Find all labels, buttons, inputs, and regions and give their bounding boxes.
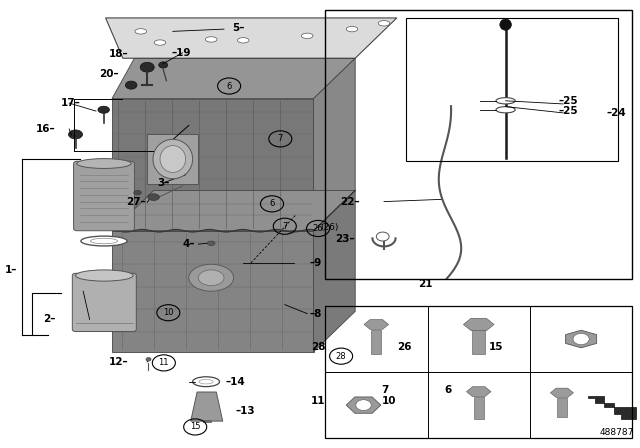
- Text: –14: –14: [225, 377, 245, 387]
- Polygon shape: [112, 58, 355, 99]
- Text: –24: –24: [607, 108, 627, 118]
- Ellipse shape: [160, 146, 186, 172]
- Text: 11: 11: [159, 358, 169, 367]
- Text: 6: 6: [269, 199, 275, 208]
- Bar: [557, 398, 567, 418]
- Ellipse shape: [146, 358, 151, 361]
- Polygon shape: [346, 397, 381, 413]
- Text: 15: 15: [489, 342, 504, 352]
- Ellipse shape: [378, 21, 390, 26]
- Text: 11: 11: [311, 396, 326, 406]
- Polygon shape: [112, 99, 314, 231]
- Text: 28: 28: [336, 352, 346, 361]
- Text: 488787: 488787: [599, 428, 634, 437]
- Text: 28: 28: [311, 342, 326, 352]
- Ellipse shape: [346, 26, 358, 32]
- Bar: [325, 10, 632, 279]
- Polygon shape: [588, 396, 636, 418]
- Text: –25: –25: [559, 106, 579, 116]
- Text: 20–: 20–: [99, 69, 118, 79]
- Polygon shape: [112, 231, 314, 352]
- Polygon shape: [463, 318, 494, 331]
- Text: 7: 7: [381, 385, 389, 395]
- Text: 22–: 22–: [340, 197, 360, 207]
- Circle shape: [356, 400, 371, 410]
- Text: 7: 7: [282, 222, 287, 231]
- Bar: [406, 18, 618, 161]
- Ellipse shape: [148, 194, 159, 200]
- Ellipse shape: [207, 241, 215, 246]
- Text: 3–: 3–: [157, 178, 170, 188]
- Ellipse shape: [68, 130, 83, 139]
- Ellipse shape: [153, 139, 193, 179]
- Ellipse shape: [199, 379, 213, 384]
- Ellipse shape: [76, 270, 133, 281]
- Text: 6: 6: [227, 82, 232, 90]
- Bar: [371, 330, 381, 353]
- Ellipse shape: [189, 264, 234, 291]
- FancyBboxPatch shape: [72, 273, 136, 332]
- Polygon shape: [314, 58, 355, 231]
- Text: 15: 15: [190, 422, 200, 431]
- Text: 26: 26: [397, 342, 412, 352]
- Ellipse shape: [140, 62, 154, 72]
- Text: 23–: 23–: [335, 234, 355, 244]
- Ellipse shape: [301, 33, 313, 39]
- Ellipse shape: [159, 62, 168, 68]
- Ellipse shape: [77, 159, 131, 168]
- Ellipse shape: [154, 40, 166, 45]
- Bar: [472, 330, 485, 353]
- Polygon shape: [191, 392, 223, 421]
- Ellipse shape: [496, 107, 515, 113]
- Ellipse shape: [134, 190, 141, 195]
- Text: –25: –25: [559, 96, 579, 106]
- Ellipse shape: [237, 38, 249, 43]
- Ellipse shape: [90, 238, 118, 244]
- Bar: [325, 306, 632, 438]
- Polygon shape: [106, 18, 397, 58]
- Ellipse shape: [135, 29, 147, 34]
- Ellipse shape: [81, 236, 127, 246]
- Ellipse shape: [500, 19, 511, 30]
- Text: 6: 6: [444, 385, 451, 395]
- Bar: [474, 397, 484, 418]
- Polygon shape: [364, 319, 388, 329]
- Text: 16–: 16–: [35, 124, 55, 134]
- Ellipse shape: [198, 270, 224, 286]
- Ellipse shape: [125, 81, 137, 89]
- Text: –19: –19: [172, 48, 191, 58]
- Polygon shape: [566, 330, 596, 348]
- Text: 10: 10: [163, 308, 173, 317]
- Text: 5–: 5–: [232, 23, 244, 33]
- Circle shape: [573, 333, 589, 345]
- Text: 17–: 17–: [61, 98, 81, 108]
- Text: –13: –13: [236, 406, 255, 416]
- Text: 18–: 18–: [108, 49, 128, 59]
- Polygon shape: [147, 134, 198, 184]
- Text: –8: –8: [310, 309, 322, 319]
- Circle shape: [376, 232, 389, 241]
- Text: (26): (26): [320, 223, 339, 232]
- Text: 4–: 4–: [182, 239, 195, 249]
- Text: 12–: 12–: [108, 357, 128, 367]
- Ellipse shape: [193, 377, 220, 387]
- Text: 26: 26: [313, 224, 323, 233]
- Ellipse shape: [205, 37, 217, 42]
- Polygon shape: [467, 387, 491, 396]
- Text: –9: –9: [310, 258, 322, 268]
- FancyBboxPatch shape: [74, 161, 134, 231]
- Text: 7: 7: [278, 134, 283, 143]
- Polygon shape: [112, 190, 355, 231]
- Polygon shape: [314, 190, 355, 352]
- Ellipse shape: [496, 98, 515, 104]
- Text: 10: 10: [381, 396, 396, 406]
- Text: 27–: 27–: [126, 198, 146, 207]
- Polygon shape: [550, 388, 573, 397]
- Text: 1–: 1–: [5, 265, 17, 275]
- Text: 21: 21: [419, 280, 433, 289]
- Ellipse shape: [98, 106, 109, 113]
- Text: 2–: 2–: [43, 314, 55, 324]
